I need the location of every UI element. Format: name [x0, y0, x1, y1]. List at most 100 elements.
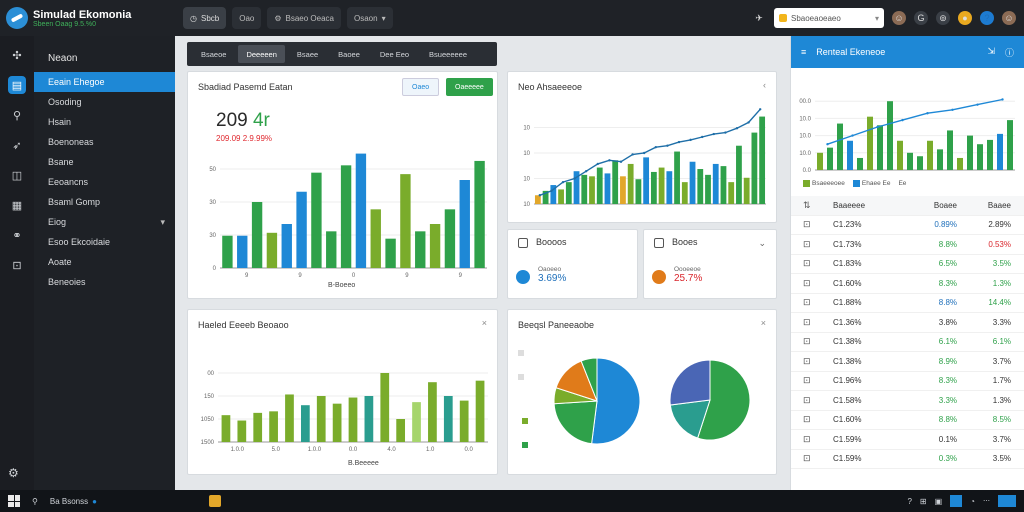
bar	[550, 185, 557, 204]
checkbox-icon[interactable]	[518, 238, 528, 248]
sidebar-item[interactable]: Boenoneas	[34, 132, 175, 152]
app-blue-icon[interactable]	[950, 495, 963, 507]
top-tab-1[interactable]: ◷ Sbcb	[183, 7, 227, 29]
sidebar-item-home[interactable]: Neaon	[34, 44, 175, 72]
right-panel-title: Renteal Ekeneoe	[816, 47, 886, 57]
tab[interactable]: Baoee	[338, 49, 360, 59]
file-explorer-icon[interactable]	[208, 495, 221, 507]
panel-icon[interactable]: ◫	[11, 169, 23, 182]
column-header[interactable]: Baaee	[987, 200, 1011, 210]
y-tick-label: 10.0	[799, 116, 811, 122]
chevron-icon[interactable]: ‹	[763, 80, 766, 90]
pin-icon[interactable]: ✈	[755, 12, 763, 23]
card-title: Neo Ahsaeeeoe	[518, 82, 583, 92]
table-row[interactable]: ⊡ C1.59% 0.3% 3.5%	[791, 450, 1024, 469]
menu-icon[interactable]: ≡	[801, 47, 807, 57]
tab[interactable]: Bsaeoe	[201, 49, 227, 59]
sidebar-item-label: Osoding	[48, 97, 82, 107]
settings-icon[interactable]: ⚙	[8, 466, 19, 480]
sidebar-item[interactable]: Bsaml Gomp	[34, 192, 175, 212]
top-tab-2[interactable]: Oao	[232, 7, 262, 29]
taskbar-search-text: Ba Bsonss	[49, 496, 89, 506]
table-row[interactable]: ⊡ C1.88% 8.8% 14.4%	[791, 294, 1024, 313]
checkbox-icon[interactable]	[654, 238, 664, 248]
row-icon: ⊡	[803, 219, 811, 230]
tab[interactable]: Bsueeeeee	[429, 49, 467, 59]
windows-start-icon[interactable]	[8, 495, 20, 507]
column-header[interactable]: Boaee	[933, 200, 957, 210]
outline-button[interactable]: Oaeo	[402, 78, 440, 96]
sidebar-item[interactable]: Beneoies	[34, 272, 175, 292]
sidebar-item[interactable]: Eeoancns	[34, 172, 175, 192]
green-button[interactable]: Oaeeeee	[446, 78, 493, 96]
search-icon[interactable]: ⚲	[12, 109, 22, 122]
sidebar-item[interactable]: Osoding	[34, 92, 175, 112]
help-icon[interactable]: ?	[907, 496, 912, 506]
sidebar-item-label: Beneoies	[48, 277, 86, 287]
user-avatar[interactable]: ☺	[1002, 11, 1016, 25]
lock-icon[interactable]: ⊡	[12, 259, 22, 272]
sort-icon[interactable]: ⇅	[803, 199, 811, 210]
grid-icon[interactable]: ▦	[11, 199, 23, 212]
taskbar-search[interactable]: Ba Bsonss ●	[50, 497, 97, 506]
app-icon[interactable]: ▣	[934, 496, 943, 506]
search-icon[interactable]: ⚲	[32, 496, 38, 506]
table-row[interactable]: ⊡ C1.60% 8.8% 8.5%	[791, 411, 1024, 430]
sidebar-item[interactable]: Hsain	[34, 112, 175, 132]
notification-icon[interactable]	[998, 495, 1016, 507]
table-row[interactable]: ⊡ C1.73% 8.8% 0.53%	[791, 235, 1024, 255]
sidebar-item[interactable]: Esoo Ekcoidaie	[34, 232, 175, 252]
table-row[interactable]: ⊡ C1.60% 8.3% 1.3%	[791, 274, 1024, 294]
cell: 1.3%	[992, 395, 1011, 405]
dashboard-icon[interactable]: ▤	[8, 76, 26, 94]
cell: 0.89%	[934, 220, 957, 230]
y-tick-label: 30	[209, 233, 216, 239]
chevron-down-icon[interactable]: ⌄	[758, 238, 766, 248]
table-row[interactable]: ⊡ C1.38% 6.1% 6.1%	[791, 333, 1024, 352]
sidebar-item[interactable]: Aoate	[34, 252, 175, 272]
trend-point	[561, 180, 565, 184]
right-panel-header: ≡ Renteal Ekeneoe ⇲ ⓘ	[791, 36, 1024, 68]
rocket-icon[interactable]: ➶	[12, 139, 22, 152]
tab[interactable]: Bsaee	[296, 49, 319, 59]
trend-point	[759, 108, 762, 111]
volume-icon[interactable]: ◔	[970, 496, 975, 506]
help-icon[interactable]: ?	[980, 11, 994, 25]
close-icon[interactable]: ×	[481, 318, 487, 328]
network-icon[interactable]: ⊞	[919, 496, 927, 506]
sidebar-item[interactable]: Eiog ▾	[34, 212, 175, 232]
brand[interactable]: Simulad Ekomonia Sbeen Oaag 9.5.%0	[0, 0, 175, 36]
trend-point	[951, 108, 954, 111]
notification-icon[interactable]: ●	[958, 11, 972, 25]
link-icon[interactable]: ⚭	[12, 229, 22, 242]
taskbar: ⚲ Ba Bsonss ● ? ⊞ ▣ ◔ ⋯	[0, 490, 1024, 512]
table-row[interactable]: ⊡ C1.23% 0.89% 2.89%	[791, 216, 1024, 235]
g-icon[interactable]: G	[914, 11, 928, 25]
table-row[interactable]: ⊡ C1.36% 3.8% 3.3%	[791, 313, 1024, 333]
table-row[interactable]: ⊡ C1.83% 6.5% 3.5%	[791, 255, 1024, 274]
close-icon[interactable]: ×	[760, 318, 766, 328]
info-icon[interactable]: ⓘ	[1004, 47, 1014, 58]
sidebar-item[interactable]: Bsane	[34, 152, 175, 172]
bar	[251, 202, 263, 268]
table-row[interactable]: ⊡ C1.38% 8.9% 3.7%	[791, 352, 1024, 372]
search-input[interactable]: Sbaoeaoeaeo ▾	[774, 8, 884, 28]
settings-icon[interactable]: ⊚	[936, 11, 950, 25]
avatar-icon[interactable]: ☺	[892, 11, 906, 25]
table-row[interactable]: ⊡ C1.58% 3.3% 1.3%	[791, 391, 1024, 411]
table-row[interactable]: ⊡ C1.96% 8.3% 1.7%	[791, 372, 1024, 391]
bar	[867, 116, 873, 170]
top-tab-3[interactable]: ⚙ Bsaeo Oeaca	[267, 7, 341, 29]
share-icon[interactable]: ⇲	[987, 45, 995, 56]
sidebar-item-active[interactable]: Eeain Ehegoe	[34, 72, 175, 92]
modules-icon[interactable]: ✣	[12, 49, 22, 62]
top-tab-label: Bsaeo Oeaca	[285, 13, 334, 23]
tab-active[interactable]: Deeeeen	[238, 45, 285, 63]
table-row[interactable]: ⊡ C1.59% 0.1% 3.7%	[791, 430, 1024, 450]
bar	[681, 182, 688, 204]
top-tabs: ◷ Sbcb Oao ⚙ Bsaeo Oeaca Osaon ▾	[183, 7, 393, 29]
column-header[interactable]: Baaeeee	[833, 200, 866, 210]
top-tab-4[interactable]: Osaon ▾	[347, 7, 393, 29]
cell: C1.73%	[833, 239, 862, 249]
tab[interactable]: Dee Eeo	[379, 49, 410, 59]
